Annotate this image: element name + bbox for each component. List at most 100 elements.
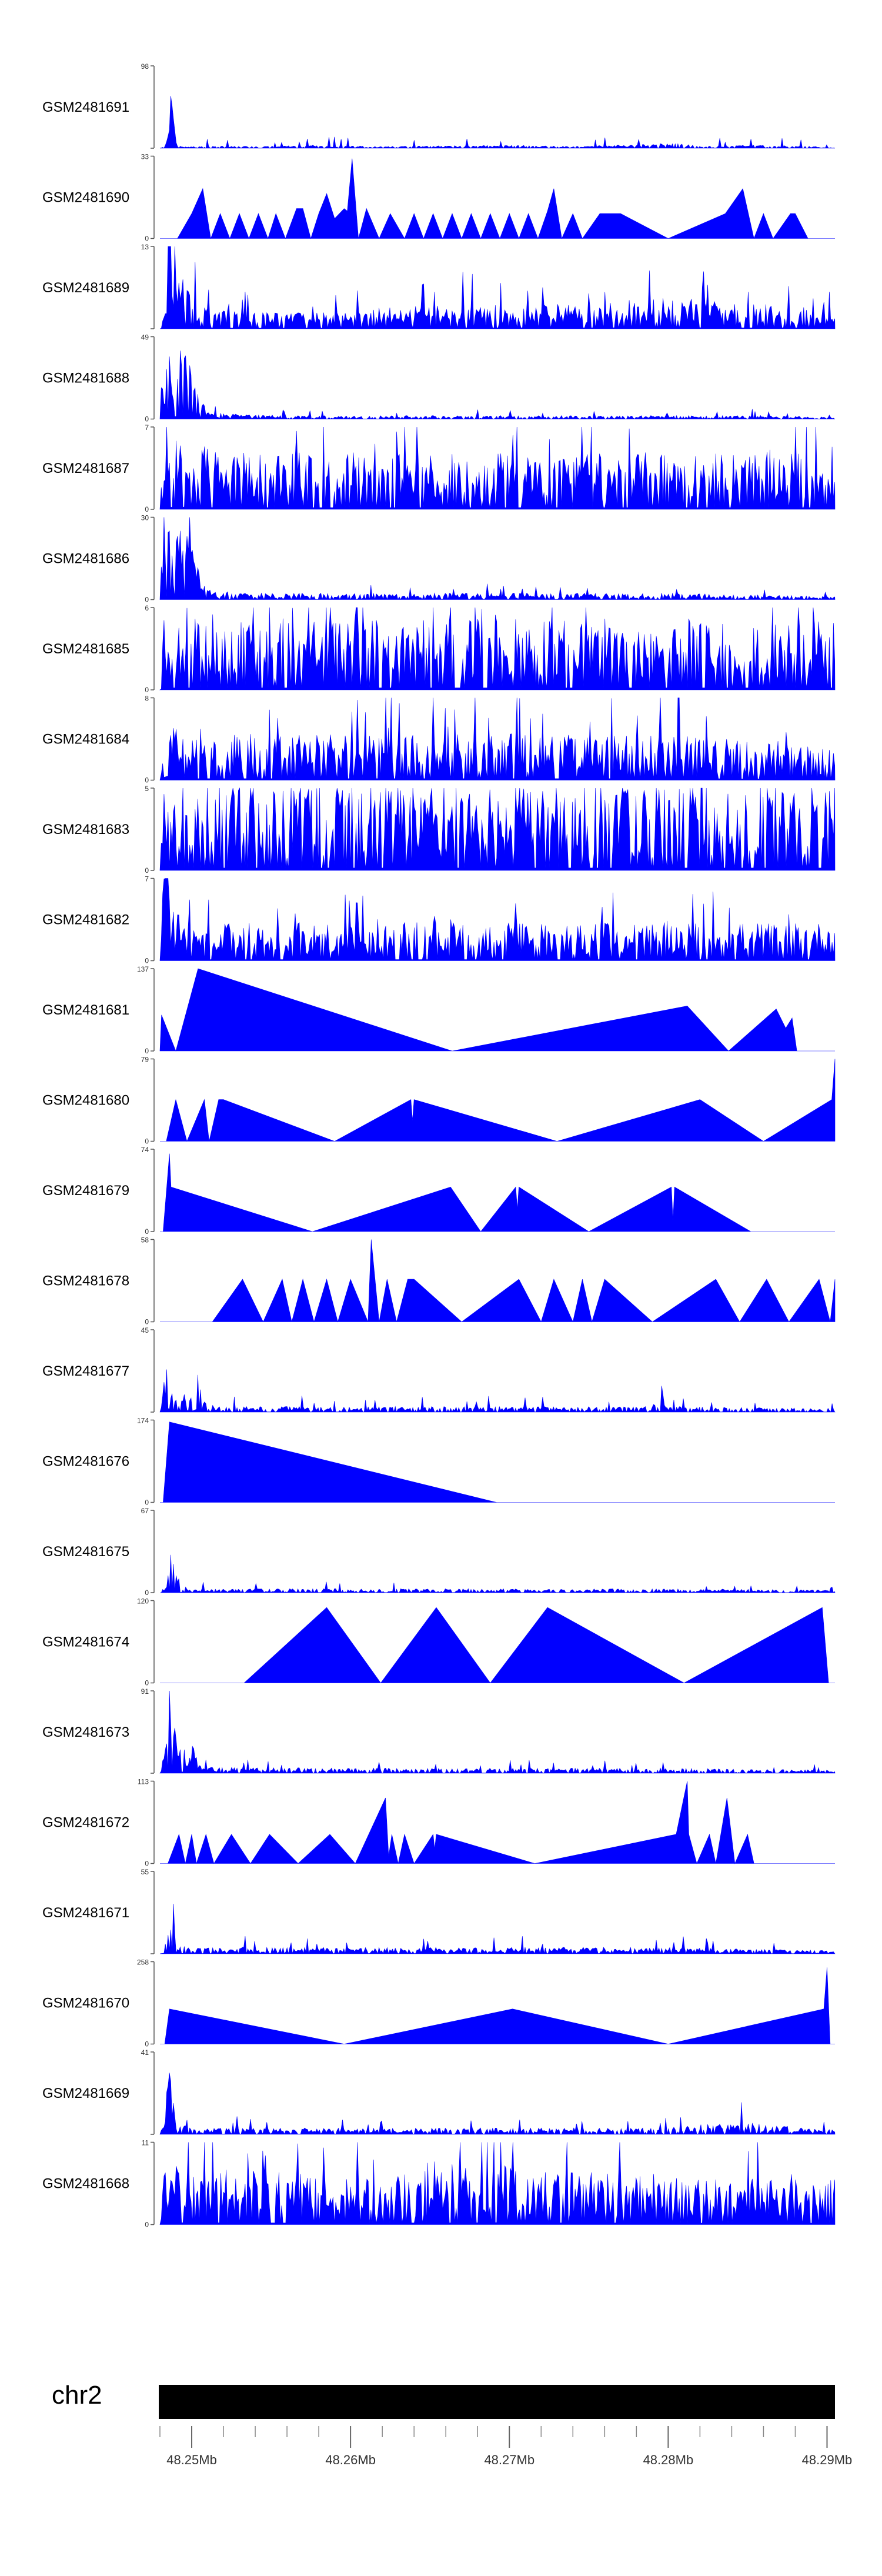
track-GSM2481668: GSM2481668 11 0 xyxy=(42,2139,836,2229)
track-label: GSM2481672 xyxy=(42,1815,129,1831)
y-max-label: 30 xyxy=(141,514,149,522)
tick-label: 48.29Mb xyxy=(802,2452,853,2467)
y-min-label: 0 xyxy=(145,866,149,875)
coverage-area xyxy=(159,426,836,510)
coverage-area xyxy=(160,1607,835,1684)
y-min-label: 0 xyxy=(145,1679,149,1687)
y-max-label: 5 xyxy=(145,785,149,793)
coverage-area xyxy=(159,96,836,149)
y-min-label: 0 xyxy=(145,1227,149,1236)
track-label: GSM2481682 xyxy=(42,912,129,928)
track-GSM2481675: GSM2481675 67 0 xyxy=(42,1507,836,1597)
track-GSM2481679: GSM2481679 74 0 xyxy=(42,1146,835,1236)
track-GSM2481690: GSM2481690 33 0 xyxy=(42,153,835,243)
y-max-label: 67 xyxy=(141,1507,149,1515)
tick-label: 48.26Mb xyxy=(325,2452,376,2467)
track-GSM2481673: GSM2481673 91 xyxy=(42,1687,836,1774)
coverage-area xyxy=(160,1059,836,1142)
y-max-label: 6 xyxy=(145,604,149,612)
coverage-area xyxy=(159,1903,836,1954)
track-GSM2481685: GSM2481685 6 0 xyxy=(42,604,836,694)
chromosome-ideogram-bar xyxy=(159,2385,835,2419)
track-label: GSM2481678 xyxy=(42,1273,129,1289)
y-min-label: 0 xyxy=(145,957,149,965)
track-GSM2481684: GSM2481684 8 0 xyxy=(42,695,836,785)
coverage-area xyxy=(159,878,836,961)
y-max-label: 137 xyxy=(137,965,149,973)
tick-label: 48.28Mb xyxy=(643,2452,694,2467)
tick-label: 48.25Mb xyxy=(166,2452,217,2467)
axis-ticks: 48.25Mb 48.26Mb 48.27Mb 48.28Mb 48.29Mb xyxy=(159,2426,853,2467)
track-GSM2481681: GSM2481681 137 0 xyxy=(42,965,835,1055)
y-min-label: 0 xyxy=(145,1318,149,1326)
track-label: GSM2481668 xyxy=(42,2176,129,2192)
track-GSM2481683: GSM2481683 5 0 xyxy=(42,785,836,875)
y-max-label: 45 xyxy=(141,1326,149,1334)
y-max-label: 113 xyxy=(138,1778,149,1786)
track-label: GSM2481685 xyxy=(42,641,129,657)
y-min-label: 0 xyxy=(145,1047,149,1055)
coverage-area xyxy=(160,1422,835,1503)
track-label: GSM2481675 xyxy=(42,1544,129,1560)
track-label: GSM2481683 xyxy=(42,822,129,837)
track-label: GSM2481674 xyxy=(42,1634,129,1650)
track-GSM2481686: GSM2481686 30 0 xyxy=(42,514,836,604)
coverage-area xyxy=(159,698,836,780)
y-max-label: 11 xyxy=(142,2139,149,2147)
y-min-label: 0 xyxy=(145,235,149,243)
y-max-label: 41 xyxy=(141,2048,149,2057)
track-label: GSM2481687 xyxy=(42,461,129,476)
chromosome-label: chr2 xyxy=(52,2381,102,2410)
y-max-label: 55 xyxy=(141,1868,149,1876)
track-GSM2481671: GSM2481671 55 xyxy=(42,1868,836,1954)
track-GSM2481672: GSM2481672 113 0 xyxy=(42,1778,835,1868)
track-GSM2481677: GSM2481677 45 xyxy=(42,1326,836,1413)
y-min-label: 0 xyxy=(145,1499,149,1507)
track-label: GSM2481690 xyxy=(42,190,129,206)
track-GSM2481682: GSM2481682 7 0 xyxy=(42,875,836,965)
track-GSM2481669: GSM2481669 41 xyxy=(42,2048,836,2135)
y-max-label: 98 xyxy=(141,62,149,71)
y-max-label: 58 xyxy=(141,1236,149,1244)
coverage-area xyxy=(160,1967,835,2044)
genome-axis: chr2 48.25Mb 48.26Mb 48.27Mb 48.28Mb 48.29Mb xyxy=(52,2381,852,2467)
coverage-area xyxy=(160,1781,835,1864)
track-label: GSM2481681 xyxy=(42,1002,129,1018)
y-min-label: 0 xyxy=(145,596,149,604)
coverage-tracks: GSM248169198GSM2481690330GSM248168913GSM… xyxy=(42,62,836,2229)
coverage-area xyxy=(159,351,836,420)
track-label: GSM2481689 xyxy=(42,280,129,296)
track-GSM2481670: GSM2481670 258 0 xyxy=(42,1958,835,2048)
coverage-area xyxy=(159,1369,836,1413)
coverage-area xyxy=(159,1690,836,1774)
track-label: GSM2481673 xyxy=(42,1724,129,1740)
coverage-area xyxy=(159,1554,836,1593)
track-label: GSM2481688 xyxy=(42,371,129,386)
coverage-area xyxy=(159,787,836,871)
track-label: GSM2481671 xyxy=(42,1905,129,1921)
y-min-label: 0 xyxy=(145,415,149,423)
track-label: GSM2481679 xyxy=(42,1183,129,1199)
y-min-label: 0 xyxy=(145,2221,149,2229)
tick-label: 48.27Mb xyxy=(484,2452,534,2467)
coverage-area xyxy=(160,1239,836,1323)
coverage-area xyxy=(159,2142,836,2225)
track-label: GSM2481676 xyxy=(42,1454,129,1470)
y-max-label: 91 xyxy=(141,1687,149,1696)
y-max-label: 74 xyxy=(141,1146,149,1154)
track-GSM2481680: GSM2481680 79 0 xyxy=(42,1056,836,1146)
track-GSM2481688: GSM2481688 49 0 xyxy=(42,333,836,423)
coverage-area xyxy=(159,607,836,690)
y-max-label: 7 xyxy=(145,875,149,883)
y-max-label: 258 xyxy=(137,1958,149,1967)
track-GSM2481678: GSM2481678 58 0 xyxy=(42,1236,836,1326)
coverage-area xyxy=(159,246,836,329)
track-label: GSM2481691 xyxy=(42,99,129,115)
track-label: GSM2481670 xyxy=(42,1996,129,2011)
y-max-label: 8 xyxy=(145,695,149,703)
coverage-area xyxy=(160,158,835,239)
coverage-area xyxy=(159,2073,836,2135)
track-GSM2481689: GSM2481689 13 xyxy=(42,243,836,329)
track-label: GSM2481686 xyxy=(42,551,129,567)
